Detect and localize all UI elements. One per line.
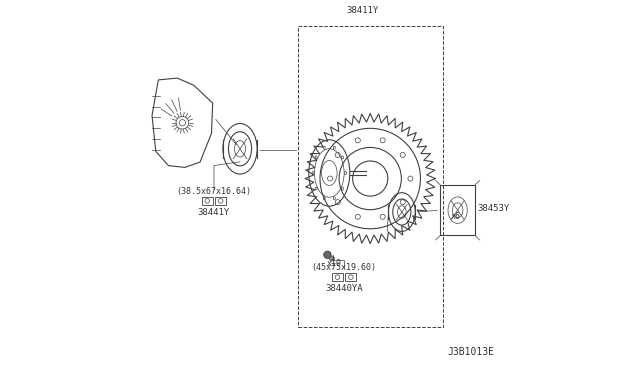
Bar: [332, 273, 343, 281]
Text: 38453Y: 38453Y: [477, 204, 509, 213]
Text: 38440YA: 38440YA: [325, 284, 363, 293]
Bar: [346, 273, 356, 281]
Bar: [298, 26, 443, 327]
Bar: [202, 197, 213, 205]
Text: 38411Y: 38411Y: [347, 6, 379, 15]
Text: J3B1013E: J3B1013E: [448, 347, 495, 357]
Bar: [215, 197, 227, 205]
Circle shape: [330, 256, 335, 261]
Text: x6: x6: [451, 212, 461, 221]
Text: 38441Y: 38441Y: [198, 208, 230, 217]
Text: x10: x10: [326, 259, 342, 268]
Circle shape: [324, 251, 331, 259]
Text: (38.5x67x16.64): (38.5x67x16.64): [177, 187, 252, 196]
Text: (45x75x19.60): (45x75x19.60): [312, 263, 377, 272]
